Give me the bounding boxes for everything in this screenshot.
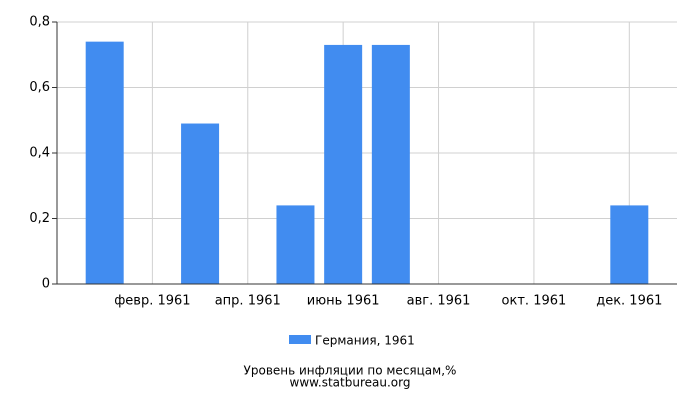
x-tick-label: апр. 1961	[215, 294, 281, 309]
bar	[371, 44, 410, 284]
y-tick-label: 0,6	[29, 80, 50, 95]
axis-title: Уровень инфляции по месяцам,%	[244, 364, 457, 378]
y-tick-label: 0,8	[29, 15, 50, 30]
bar	[85, 41, 124, 285]
bar	[276, 205, 315, 284]
y-tick-label: 0,2	[29, 211, 50, 226]
legend-label: Германия, 1961	[315, 334, 415, 348]
bar	[610, 205, 649, 284]
bar	[324, 44, 363, 284]
x-tick-label: дек. 1961	[596, 294, 662, 309]
x-tick-label: июнь 1961	[307, 294, 380, 309]
legend-swatch	[289, 335, 311, 344]
y-tick-label: 0	[42, 277, 50, 292]
x-tick-label: февр. 1961	[114, 294, 190, 309]
x-tick-label: авг. 1961	[407, 294, 471, 309]
y-tick-label: 0,4	[29, 146, 50, 161]
source: www.statbureau.org	[290, 376, 411, 390]
bar	[181, 123, 220, 285]
x-tick-label: окт. 1961	[502, 294, 567, 309]
